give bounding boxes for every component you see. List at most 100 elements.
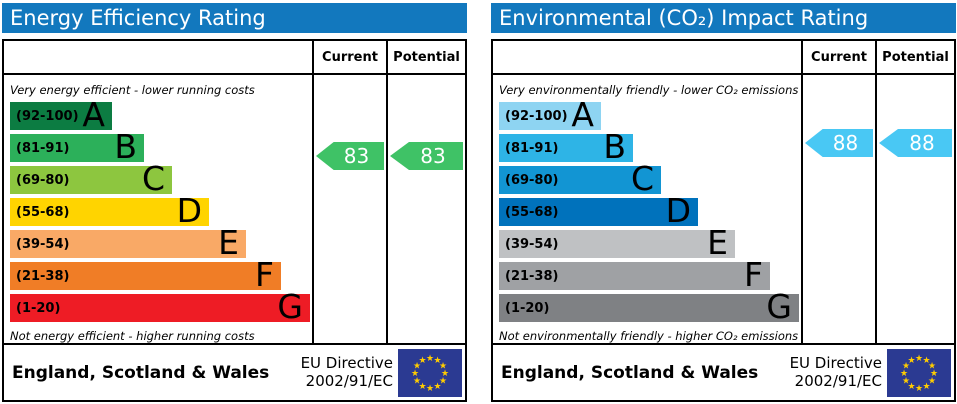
potential-rating-cell: 88 (875, 75, 954, 343)
band-letter: G (277, 287, 303, 326)
column-header-row: Current Potential (493, 41, 954, 75)
svg-text:★: ★ (413, 376, 421, 386)
eu-directive-line2: 2002/91/EC (305, 371, 393, 390)
band-bar-d: (55-68) D (499, 191, 698, 230)
svg-text:★: ★ (433, 382, 441, 392)
band-bar-b: (81-91) B (499, 127, 633, 166)
band-row: (69-80) C (493, 159, 801, 198)
band-range-label: (69-80) (505, 172, 559, 188)
band-row: (55-68) D (493, 191, 801, 230)
band-chart: Very environmentally friendly - lower CO… (493, 75, 801, 343)
environmental-impact-panel: Environmental (CO₂) Impact Rating Curren… (491, 3, 956, 402)
current-rating-value: 88 (832, 131, 859, 155)
band-letter: E (707, 223, 728, 262)
current-column-header: Current (801, 41, 875, 73)
svg-text:★: ★ (439, 376, 447, 386)
energy-efficiency-panel: Energy Efficiency Rating Current Potenti… (2, 3, 467, 402)
current-rating-cell: 83 (312, 75, 386, 343)
band-bar-e: (39-54) E (499, 223, 735, 262)
band-range-label: (81-91) (16, 140, 70, 156)
band-range-label: (39-54) (16, 236, 70, 252)
band-bar-f: (21-38) F (10, 255, 281, 294)
band-bar-g: (1-20) G (499, 290, 799, 323)
eu-flag-icon: ★ ★★★★★★★★★★★ (887, 348, 951, 397)
panel-title: Energy Efficiency Rating (2, 3, 467, 33)
band-bar-f: (21-38) F (499, 255, 770, 294)
band-letter: A (82, 95, 105, 134)
svg-text:★: ★ (426, 384, 434, 394)
band-letter: C (141, 159, 165, 198)
band-row: (92-100) A (493, 95, 801, 134)
eu-directive-label: EU Directive 2002/91/EC (300, 354, 393, 390)
energy-rating-table: Current Potential Very energy efficient … (2, 39, 467, 402)
panel-title: Environmental (CO₂) Impact Rating (491, 3, 956, 33)
eu-directive-line2: 2002/91/EC (794, 371, 882, 390)
top-note: Very environmentally friendly - lower CO… (499, 83, 799, 97)
svg-text:★: ★ (930, 369, 938, 379)
band-bar-c: (69-80) C (499, 159, 661, 198)
band-row: (69-80) C (4, 159, 312, 198)
band-range-label: (69-80) (16, 172, 70, 188)
current-column-header: Current (312, 41, 386, 73)
band-letter: A (571, 95, 594, 134)
band-bar-g: (1-20) G (10, 287, 310, 326)
potential-rating-value: 88 (909, 131, 935, 155)
band-letter: F (255, 255, 274, 294)
band-letter: C (630, 159, 654, 198)
header-spacer (4, 41, 312, 73)
band-bar-b: (81-91) B (10, 127, 144, 166)
band-row: (39-54) E (493, 223, 801, 262)
band-range-label: (92-100) (505, 108, 568, 124)
potential-rating-cell: 83 (386, 75, 465, 343)
band-chart: Very energy efficient - lower running co… (4, 75, 312, 343)
band-letter: F (744, 255, 763, 294)
band-letter: B (603, 127, 626, 166)
svg-text:★: ★ (928, 361, 936, 371)
potential-rating-value: 83 (420, 144, 446, 168)
environmental-rating-table: Current Potential Very environmentally f… (491, 39, 956, 402)
svg-text:★: ★ (902, 361, 910, 371)
header-spacer (493, 41, 801, 73)
eu-directive-line1: EU Directive (300, 354, 393, 373)
svg-text:★: ★ (922, 382, 930, 392)
band-row: (1-20) G (4, 287, 312, 326)
band-row: (81-91) B (4, 127, 312, 166)
svg-text:★: ★ (922, 356, 930, 366)
band-letter: D (665, 191, 691, 230)
band-row: (1-20) G (493, 290, 801, 324)
svg-text:★: ★ (418, 356, 426, 366)
band-range-label: (81-91) (505, 140, 559, 156)
footer-region-label: England, Scotland & Wales (501, 362, 759, 383)
footer-row: England, Scotland & Wales EU Directive 2… (4, 343, 465, 400)
svg-text:★: ★ (418, 382, 426, 392)
svg-text:★: ★ (900, 369, 908, 379)
band-bar-e: (39-54) E (10, 226, 246, 259)
band-range-label: (55-68) (16, 204, 70, 220)
band-bar-c: (69-80) C (10, 159, 172, 198)
band-range-label: (1-20) (16, 300, 61, 316)
band-letter: B (114, 127, 137, 166)
band-letter: D (176, 191, 202, 230)
band-range-label: (1-20) (505, 300, 550, 316)
band-range-label: (21-38) (16, 268, 70, 284)
svg-text:★: ★ (439, 361, 447, 371)
svg-text:★: ★ (907, 356, 915, 366)
top-note: Very energy efficient - lower running co… (10, 83, 255, 97)
band-row: (92-100) A (4, 95, 312, 134)
footer-row: England, Scotland & Wales EU Directive 2… (493, 343, 954, 400)
svg-text:★: ★ (902, 376, 910, 386)
current-rating-arrow: 83 (316, 142, 384, 170)
bottom-note: Not energy efficient - higher running co… (10, 328, 255, 343)
band-list: (92-100) A (81-91) B (69-80) C (55-68) D (39-54)… (493, 95, 801, 324)
svg-text:★: ★ (426, 354, 434, 364)
current-rating-cell: 88 (801, 75, 875, 343)
band-row: (21-38) F (4, 255, 312, 294)
band-bar-d: (55-68) D (10, 191, 209, 230)
eu-directive-label: EU Directive 2002/91/EC (790, 354, 882, 390)
eu-flag-icon: ★ ★★★★★★★★★★★ (398, 348, 462, 397)
svg-text:★: ★ (907, 382, 915, 392)
band-range-label: (92-100) (16, 108, 79, 124)
potential-column-header: Potential (386, 41, 465, 73)
potential-rating-arrow: 88 (879, 129, 952, 157)
